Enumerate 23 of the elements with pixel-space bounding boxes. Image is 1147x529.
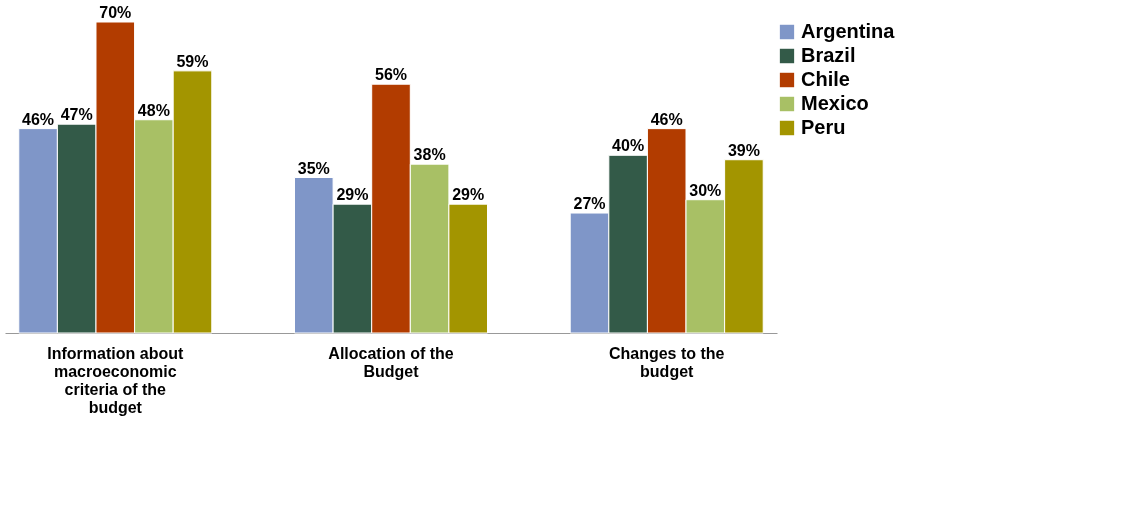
data-label: 48% (137, 101, 170, 119)
data-label: 46% (650, 110, 683, 128)
data-label: 70% (99, 4, 132, 21)
data-label: 47% (60, 106, 93, 124)
data-label: 40% (612, 137, 645, 155)
legend-label: Chile (801, 68, 850, 90)
x-tick-label: Allocation of the Budget (328, 344, 454, 380)
legend-label: Brazil (801, 44, 856, 66)
data-label: 27% (573, 195, 606, 213)
data-label: 35% (297, 159, 330, 177)
data-label: 46% (22, 110, 55, 128)
legend-label: Peru (801, 116, 846, 138)
data-label: 29% (452, 186, 485, 204)
data-label: 38% (413, 146, 446, 164)
data-label: 30% (689, 181, 722, 199)
data-label: 39% (727, 141, 760, 159)
legend-label: Mexico (801, 92, 869, 114)
x-tick-label: Changes to the budget (608, 344, 725, 380)
x-tick-label: Information about macroeconomic criteria of the budget (47, 344, 184, 416)
data-label: 56% (374, 66, 408, 84)
legend-label: Argentina (801, 20, 896, 42)
data-label: 29% (336, 186, 369, 204)
data-label: 59% (176, 52, 209, 70)
